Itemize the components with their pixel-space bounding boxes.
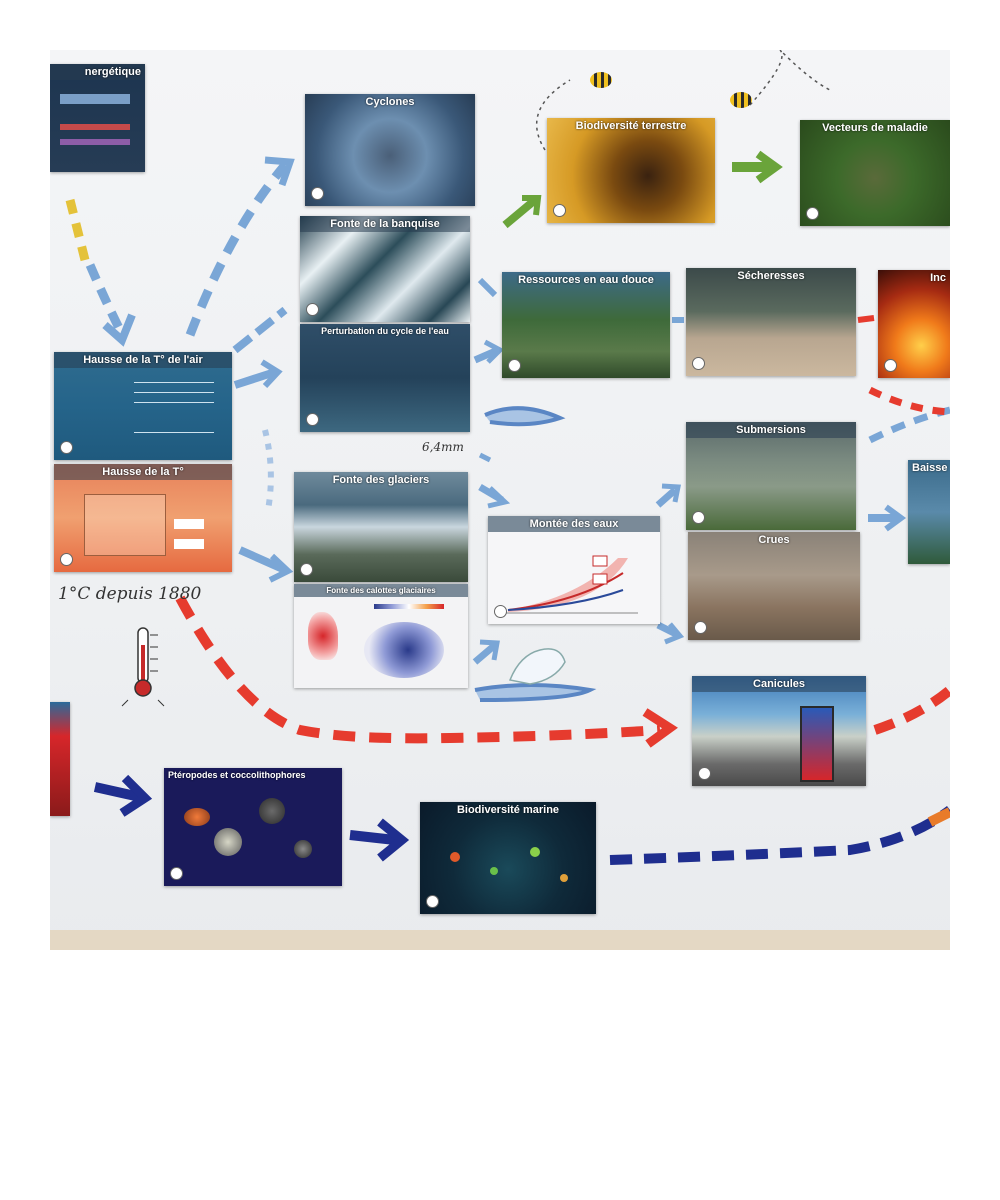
card-hausse-t-title: Hausse de la T° (54, 464, 232, 480)
blue-dotted-link (262, 429, 274, 511)
card-logo-icon (694, 621, 707, 634)
card-baisse: Baisse (908, 460, 950, 564)
card-cyclones-title: Cyclones (365, 96, 415, 108)
bee-path-right (749, 50, 831, 106)
blue-dashed-arrow-down (85, 263, 125, 333)
navy-arrow-biodiversite-marine (349, 830, 396, 845)
handwritten-note-mm: 6,4mm (422, 440, 464, 454)
card-logo-icon (426, 895, 439, 908)
card-fonte-calottes-title: Fonte des calottes glaciaires (294, 584, 468, 597)
card-secheresses-title: Sécheresses (737, 270, 805, 282)
card-logo-icon (692, 357, 705, 370)
red-dashed-arrow-canicules (175, 595, 661, 744)
yellow-dashed-arrow (65, 198, 90, 262)
greenland-map (308, 612, 338, 660)
card-biodiversite-terrestre: Biodiversité terrestre (547, 118, 715, 223)
card-biodiversite-marine-title: Biodiversité marine (456, 804, 560, 816)
arrow-layer (65, 50, 950, 865)
card-logo-icon (698, 767, 711, 780)
card-ressources-eau: Ressources en eau douce (502, 272, 670, 378)
card-logo-icon (60, 441, 73, 454)
card-vecteurs-maladie: Vecteurs de maladie (800, 120, 950, 226)
sea-level-graph (506, 555, 638, 614)
card-logo-icon (553, 204, 566, 217)
card-fonte-banquise: Fonte de la banquise (300, 216, 470, 322)
card-logo-icon (311, 187, 324, 200)
card-energetique-title: nergétique (50, 64, 145, 80)
card-logo-icon (300, 563, 313, 576)
card-biodiversite-marine: Biodiversité marine (420, 802, 596, 914)
handwritten-note-1880: 1°C depuis 1880 (58, 584, 202, 604)
card-crues: Crues (688, 532, 860, 640)
card-ressources-eau-title: Ressources en eau douce (518, 274, 654, 286)
card-hausse-t-air: Hausse de la T° de l'air (54, 352, 232, 460)
card-fonte-calottes: Fonte des calottes glaciaires (294, 584, 468, 688)
polar-bear-sketch (508, 648, 566, 685)
navy-dashed-right (609, 805, 950, 865)
card-fonte-glaciers-title: Fonte des glaciers (332, 474, 430, 486)
blue-dashed-arrow-cyclones (185, 162, 289, 337)
card-logo-icon (306, 413, 319, 426)
card-logo-icon (60, 553, 73, 566)
card-logo-icon (508, 359, 521, 372)
card-logo-icon (806, 207, 819, 220)
card-hausse-t: Hausse de la T° (54, 464, 232, 572)
card-logo-icon (494, 605, 507, 618)
thermometer-sketch (121, 627, 165, 707)
card-biodiversite-terrestre-title: Biodiversité terrestre (575, 120, 687, 132)
blue-arrow-glaciers (238, 546, 287, 574)
card-vecteurs-maladie-title: Vecteurs de maladie (822, 122, 928, 134)
water-wave-bottom (474, 683, 597, 702)
water-wave (484, 406, 566, 427)
green-arrow-biodiversite (502, 196, 538, 229)
card-canicules-title: Canicules (692, 676, 866, 692)
card-red-left (50, 702, 70, 816)
card-secheresses: Sécheresses (686, 268, 856, 376)
red-dashed-incendies-down (868, 386, 950, 416)
card-baisse-title: Baisse (912, 462, 948, 474)
card-submersions-title: Submersions (686, 422, 856, 438)
card-incendies: Inc (878, 270, 950, 378)
thermometer-display (800, 706, 834, 782)
blue-arrow-submersions (655, 487, 678, 508)
card-montee-eaux-title: Montée des eaux (488, 516, 660, 532)
blue-arrow-perturbation (233, 368, 277, 389)
card-logo-icon (884, 359, 897, 372)
card-perturbation-cycle-title: Perturbation du cycle de l'eau (321, 326, 449, 336)
bee-path-left (536, 79, 571, 151)
card-logo-icon (170, 867, 183, 880)
card-montee-eaux: Montée des eaux (488, 516, 660, 624)
card-perturbation-cycle: Perturbation du cycle de l'eau (300, 324, 470, 432)
card-crues-title: Crues (758, 534, 790, 546)
card-cyclones: Cyclones (305, 94, 475, 206)
floor-strip (50, 930, 950, 950)
card-logo-icon (306, 303, 319, 316)
red-dashed-right (873, 686, 950, 735)
card-pteropodes-title: Ptéropodes et coccolithophores (168, 770, 306, 780)
blue-arrow-banquise (232, 306, 288, 354)
card-hausse-t-air-title: Hausse de la T° de l'air (54, 352, 232, 368)
red-arrow-incendies (857, 315, 875, 323)
card-fonte-banquise-title: Fonte de la banquise (300, 216, 470, 232)
card-logo-icon (692, 511, 705, 524)
card-fonte-glaciers: Fonte des glaciers (294, 472, 468, 582)
card-pteropodes: Ptéropodes et coccolithophores (164, 768, 342, 886)
antarctica-map (364, 622, 444, 678)
card-canicules: Canicules (692, 676, 866, 786)
poster-photo: nergétique Cyclones Fonte de la banquise… (50, 50, 950, 950)
bee-icon (590, 72, 612, 88)
card-incendies-title: Inc (930, 272, 946, 284)
bee-icon (730, 92, 752, 108)
blue-arrow-ressources (477, 277, 498, 298)
card-submersions: Submersions (686, 422, 856, 530)
navy-arrow-pteropodes (93, 782, 142, 802)
card-energetique: nergétique (50, 64, 145, 172)
